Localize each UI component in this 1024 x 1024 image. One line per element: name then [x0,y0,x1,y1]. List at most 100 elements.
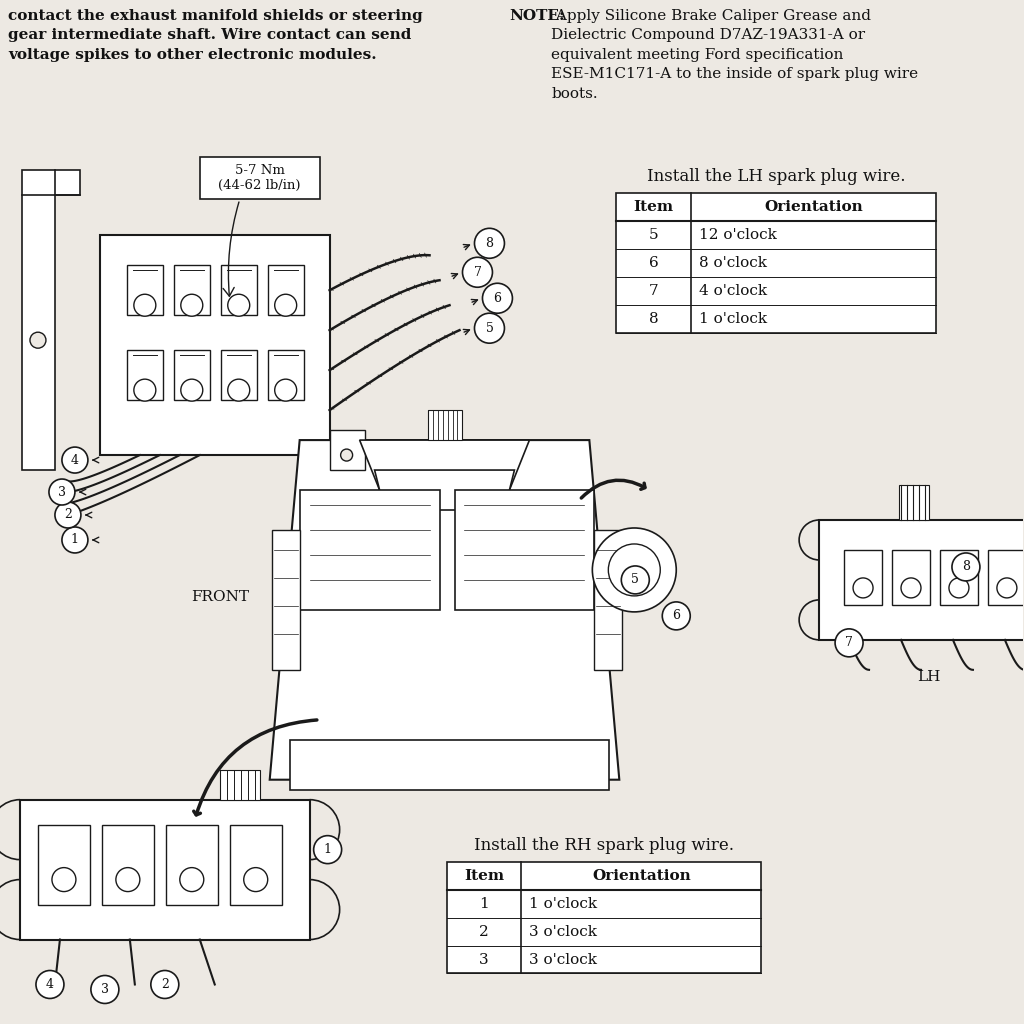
Circle shape [61,447,88,473]
Circle shape [997,578,1017,598]
Text: Item: Item [464,868,504,883]
Polygon shape [22,170,80,470]
Circle shape [30,332,46,348]
Circle shape [463,257,493,288]
Text: Orientation: Orientation [764,201,863,214]
Text: 4 o'clock: 4 o'clock [699,285,767,298]
Bar [20,800,309,940]
Text: 6: 6 [494,292,502,305]
Bar [428,411,463,440]
Bar [899,485,929,520]
Bar [127,265,163,315]
Text: 5-7 Nm
(44-62 lb/in): 5-7 Nm (44-62 lb/in) [218,165,301,193]
Text: 7: 7 [649,285,658,298]
Text: 1: 1 [71,534,79,547]
Text: 5: 5 [649,228,658,243]
Text: 1 o'clock: 1 o'clock [529,897,598,910]
Circle shape [836,629,863,656]
Polygon shape [359,440,529,490]
Circle shape [52,867,76,892]
Circle shape [901,578,921,598]
Bar [166,824,218,904]
Text: 8 o'clock: 8 o'clock [699,256,767,270]
Text: 3 o'clock: 3 o'clock [529,925,597,939]
Text: 1: 1 [479,897,488,910]
Text: 8: 8 [649,312,658,327]
Bar [127,350,163,400]
Circle shape [952,553,980,581]
Circle shape [134,294,156,316]
Bar [290,739,609,790]
Bar [220,770,260,800]
Text: Orientation: Orientation [592,868,690,883]
Circle shape [134,379,156,401]
Circle shape [474,313,505,343]
Circle shape [274,379,297,401]
Circle shape [853,578,873,598]
Bar [174,350,210,400]
Circle shape [608,544,660,596]
Text: 8: 8 [962,560,970,573]
Text: 7: 7 [845,636,853,649]
Circle shape [622,566,649,594]
Text: Install the RH spark plug wire.: Install the RH spark plug wire. [474,837,734,854]
Bar [330,430,365,470]
Polygon shape [375,470,514,510]
Text: NOTE:: NOTE: [509,8,565,23]
Bar [267,265,304,315]
Polygon shape [269,440,620,779]
Bar [200,158,319,200]
Text: 2: 2 [161,978,169,991]
Circle shape [592,528,676,612]
Text: 7: 7 [473,266,481,279]
Text: 4: 4 [46,978,54,991]
Circle shape [244,867,267,892]
Bar [221,265,257,315]
Bar [300,490,439,610]
Bar [174,265,210,315]
Text: 1 o'clock: 1 o'clock [699,312,767,327]
Circle shape [180,867,204,892]
Circle shape [482,284,512,313]
Text: Install the LH spark plug wire.: Install the LH spark plug wire. [647,168,905,185]
Bar [594,530,623,670]
Bar [221,350,257,400]
Circle shape [949,578,969,598]
Text: 6: 6 [649,256,658,270]
Text: 3: 3 [479,952,488,967]
Text: 2: 2 [479,925,488,939]
Circle shape [313,836,342,863]
Text: 1: 1 [324,843,332,856]
Bar [844,550,882,605]
Bar [819,520,1024,640]
Circle shape [91,976,119,1004]
Circle shape [181,379,203,401]
Text: LH: LH [918,670,941,684]
Text: 5: 5 [632,573,639,587]
Text: Item: Item [634,201,674,214]
Bar [455,490,594,610]
Circle shape [341,450,352,461]
Bar [267,350,304,400]
Circle shape [36,971,63,998]
Circle shape [61,527,88,553]
Text: 3: 3 [58,485,66,499]
Bar [616,194,936,333]
Text: 6: 6 [673,609,680,623]
Circle shape [151,971,179,998]
Circle shape [227,294,250,316]
Text: 5: 5 [485,322,494,335]
Circle shape [116,867,140,892]
Text: 8: 8 [485,237,494,250]
Text: 2: 2 [63,509,72,521]
Bar [271,530,300,670]
Bar [38,824,90,904]
Text: 4: 4 [71,454,79,467]
Text: 12 o'clock: 12 o'clock [699,228,777,243]
Circle shape [227,379,250,401]
Text: Apply Silicone Brake Caliper Grease and
Dielectric Compound D7AZ-19A331-A or
equ: Apply Silicone Brake Caliper Grease and … [551,8,919,100]
Circle shape [663,602,690,630]
Circle shape [274,294,297,316]
Bar [446,861,761,974]
Text: contact the exhaust manifold shields or steering
gear intermediate shaft. Wire c: contact the exhaust manifold shields or … [8,8,423,61]
